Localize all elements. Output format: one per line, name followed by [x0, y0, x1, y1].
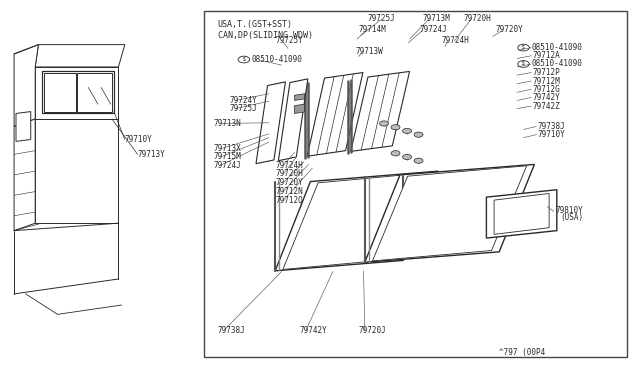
Text: 08510-41090: 08510-41090 — [252, 55, 302, 64]
Text: S: S — [243, 57, 245, 62]
Text: 79712Q: 79712Q — [275, 196, 303, 205]
Text: 79712P: 79712P — [532, 68, 560, 77]
Text: 08510-41090: 08510-41090 — [531, 60, 582, 68]
Text: S: S — [522, 45, 525, 50]
Text: 79720H: 79720H — [275, 169, 303, 178]
Text: 79724J: 79724J — [213, 161, 241, 170]
Bar — [204, 11, 627, 357]
Polygon shape — [278, 79, 308, 161]
Circle shape — [403, 128, 412, 134]
Polygon shape — [486, 190, 557, 238]
Polygon shape — [256, 82, 285, 164]
Text: 79724J: 79724J — [419, 25, 447, 34]
Polygon shape — [42, 71, 114, 113]
Text: 79724Y: 79724Y — [229, 96, 257, 105]
Polygon shape — [275, 171, 438, 271]
Text: 79720Y: 79720Y — [496, 25, 524, 34]
Text: ^797 (00P4: ^797 (00P4 — [499, 348, 545, 357]
Polygon shape — [294, 94, 305, 100]
Text: 79742Y: 79742Y — [532, 93, 560, 102]
Text: 08510-41090: 08510-41090 — [531, 43, 582, 52]
Text: (USA): (USA) — [561, 213, 584, 222]
Text: 79725J: 79725J — [368, 14, 396, 23]
Text: 79713X: 79713X — [213, 144, 241, 153]
Text: 79710Y: 79710Y — [538, 130, 565, 139]
Circle shape — [414, 132, 423, 137]
Text: 79738J: 79738J — [538, 122, 565, 131]
Polygon shape — [16, 112, 31, 141]
Polygon shape — [294, 104, 305, 113]
Circle shape — [391, 125, 400, 130]
Text: 79810Y: 79810Y — [556, 206, 583, 215]
Circle shape — [380, 121, 388, 126]
Text: 79712M: 79712M — [532, 77, 560, 86]
Text: 79725J: 79725J — [229, 104, 257, 113]
Text: 79724H: 79724H — [275, 161, 303, 170]
Text: 79725Y: 79725Y — [275, 36, 303, 45]
Text: 79742Y: 79742Y — [300, 326, 327, 335]
Polygon shape — [35, 119, 118, 223]
Polygon shape — [14, 119, 35, 231]
Polygon shape — [365, 164, 534, 262]
Text: 79713W: 79713W — [356, 47, 383, 56]
Text: 79712G: 79712G — [532, 85, 560, 94]
Text: 79713N: 79713N — [213, 119, 241, 128]
Polygon shape — [351, 71, 410, 151]
Polygon shape — [372, 166, 527, 261]
Circle shape — [391, 151, 400, 156]
Text: 79715M: 79715M — [213, 153, 241, 161]
Text: CAN,DP(SLIDING WDW): CAN,DP(SLIDING WDW) — [218, 31, 312, 40]
Polygon shape — [307, 73, 363, 156]
Polygon shape — [14, 45, 38, 126]
Text: S: S — [522, 61, 525, 67]
Polygon shape — [35, 67, 118, 119]
Text: 79738J: 79738J — [218, 326, 245, 335]
Polygon shape — [494, 193, 549, 234]
Polygon shape — [35, 45, 125, 67]
Text: 79714M: 79714M — [358, 25, 386, 34]
Text: USA,T.(GST+SST): USA,T.(GST+SST) — [218, 20, 292, 29]
Text: 79742Z: 79742Z — [532, 102, 560, 110]
Polygon shape — [77, 73, 112, 112]
Text: 79710Y: 79710Y — [125, 135, 152, 144]
Text: 79713Y: 79713Y — [138, 150, 165, 159]
Circle shape — [403, 154, 412, 160]
Text: 79712A: 79712A — [532, 51, 560, 60]
Text: 79720J: 79720J — [358, 326, 386, 335]
Polygon shape — [283, 173, 431, 269]
Text: 79724H: 79724H — [442, 36, 469, 45]
Text: 79720Y: 79720Y — [275, 178, 303, 187]
Polygon shape — [44, 73, 76, 112]
Circle shape — [414, 158, 423, 163]
Text: 79712N: 79712N — [275, 187, 303, 196]
Text: 79720H: 79720H — [464, 14, 492, 23]
Text: 79713M: 79713M — [422, 14, 450, 23]
